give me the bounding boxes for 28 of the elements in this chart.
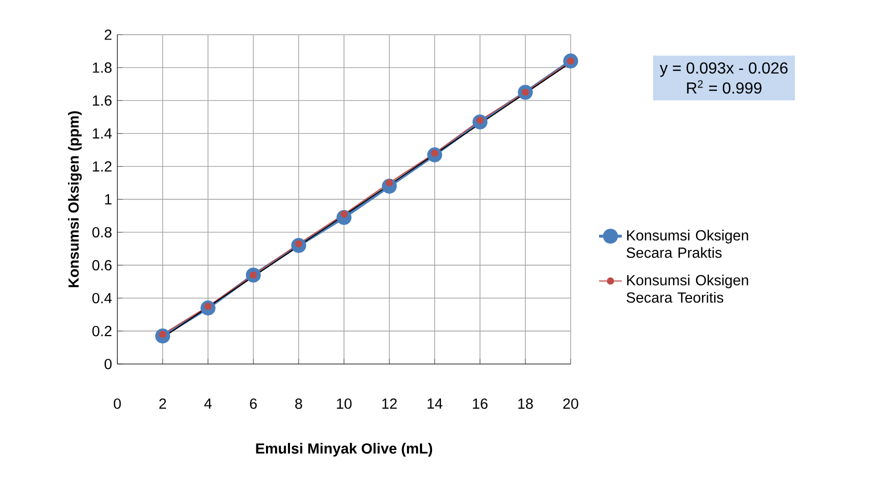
y-axis-title: Konsumsi Oksigen (ppm)	[68, 111, 82, 288]
y-tick-label: 0	[104, 358, 112, 370]
y-tick-label: 0.6	[92, 260, 112, 270]
x-tick-label: 8	[295, 398, 302, 409]
legend-label: Konsumsi Oksigen Secara Praktis	[626, 230, 748, 258]
x-tick-label: 16	[472, 398, 488, 409]
y-tick-label: 0.2	[92, 326, 112, 336]
x-tick-label: 4	[204, 398, 212, 409]
text: R$^{2}$ = 0.999	[687, 80, 762, 94]
y-tick-label: 1.6	[92, 95, 112, 106]
x-axis-title: Emulsi Minyak Olive (mL)	[256, 442, 432, 457]
y-tick-label: 1.8	[92, 62, 112, 73]
x-tick-label: 10	[336, 398, 352, 409]
legend-label: Konsumsi Oksigen Secara Teoritis	[626, 274, 748, 303]
y-tick-label: 1.2	[92, 161, 112, 172]
x-tick-label: 18	[518, 398, 533, 409]
x-tick-label: 12	[382, 398, 397, 409]
x-tick-label: 0	[114, 398, 121, 409]
x-tick-label: 6	[250, 398, 257, 409]
x-tick-label: 14	[428, 398, 442, 409]
y-tick-label: 1.4	[92, 128, 112, 139]
y-tick-label: 0.4	[92, 292, 112, 304]
text: y = 0.093x - 0.026	[660, 62, 788, 77]
y-tick-label: 0.8	[92, 227, 112, 238]
y-tick-label: 2	[104, 30, 112, 40]
y-tick-label: 1	[105, 194, 112, 204]
x-tick-label: 20	[563, 398, 578, 409]
x-tick-label: 2	[159, 398, 166, 409]
